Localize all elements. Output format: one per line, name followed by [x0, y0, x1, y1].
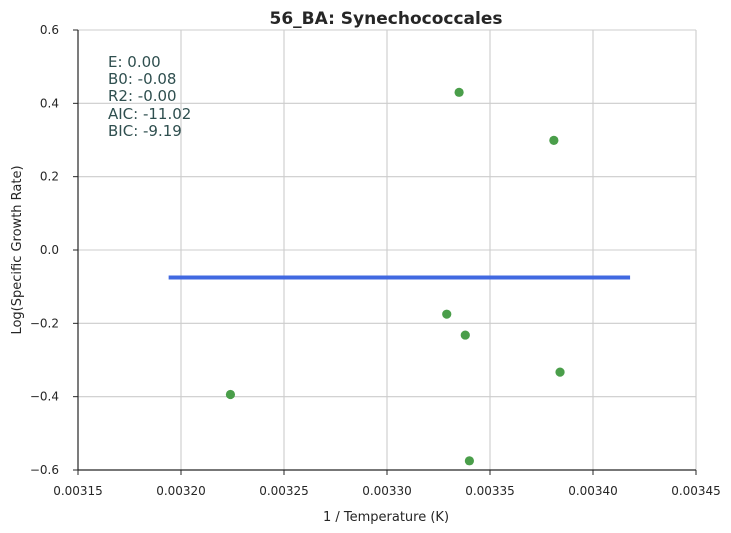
stat-b0: B0: -0.08: [108, 70, 176, 88]
stat-e: E: 0.00: [108, 53, 161, 71]
y-tick-label: −0.2: [30, 316, 59, 330]
y-axis-label: Log(Specific Growth Rate): [10, 165, 25, 334]
y-tick-label: 0.2: [40, 170, 59, 184]
y-tick-label: 0.0: [40, 243, 59, 257]
stat-aic: AIC: -11.02: [108, 105, 191, 123]
y-ticks: 0.6 0.4 0.2 0.0 −0.2 −0.4 −0.6: [30, 23, 78, 477]
y-tick-label: −0.6: [30, 463, 59, 477]
x-tick-label: 0.00345: [671, 484, 721, 498]
data-point: [460, 330, 470, 340]
x-ticks: 0.00315 0.00320 0.00325 0.00330 0.00335 0.003…: [53, 470, 721, 498]
x-tick-label: 0.00340: [568, 484, 618, 498]
x-tick-label: 0.00325: [259, 484, 309, 498]
stat-bic: BIC: -9.19: [108, 122, 182, 140]
x-tick-label: 0.00335: [465, 484, 515, 498]
x-tick-label: 0.00315: [53, 484, 103, 498]
x-axis-label: 1 / Temperature (K): [323, 510, 449, 525]
stats-box: E: 0.00 B0: -0.08 R2: -0.00 AIC: -11.02 …: [108, 53, 191, 140]
y-tick-label: 0.4: [40, 96, 59, 110]
y-tick-label: 0.6: [40, 23, 59, 37]
data-point: [549, 135, 559, 145]
grid: [78, 29, 697, 470]
data-point: [442, 309, 452, 319]
data-point: [454, 87, 464, 97]
y-tick-label: −0.4: [30, 390, 59, 404]
data-point: [464, 456, 474, 466]
stat-r2: R2: -0.00: [108, 87, 177, 105]
chart-title: 56_BA: Synechococcales: [270, 9, 503, 29]
data-point: [225, 389, 236, 400]
data-point: [555, 367, 565, 377]
data-points: [225, 87, 565, 466]
x-tick-label: 0.00320: [156, 484, 206, 498]
x-tick-label: 0.00330: [362, 484, 412, 498]
